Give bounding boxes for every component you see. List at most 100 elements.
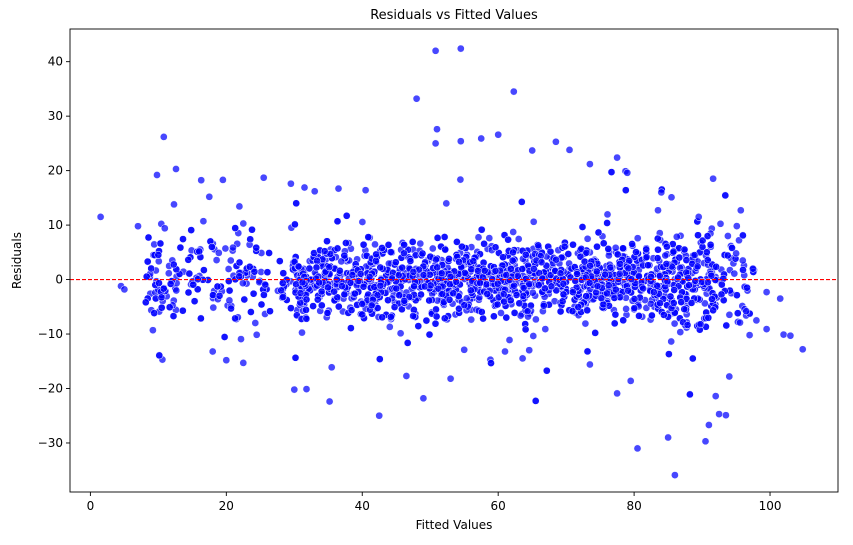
data-point <box>619 316 628 325</box>
data-point <box>287 179 295 188</box>
data-point <box>394 271 403 279</box>
data-point <box>239 359 248 367</box>
data-point <box>348 271 357 279</box>
data-point <box>521 250 530 259</box>
data-point <box>320 247 329 256</box>
data-point <box>604 281 613 290</box>
data-point <box>546 247 555 256</box>
data-point <box>619 244 627 253</box>
data-point <box>686 390 694 399</box>
data-point <box>469 257 478 265</box>
data-point <box>170 200 178 209</box>
data-point <box>509 248 517 257</box>
data-point <box>252 243 261 252</box>
data-point <box>249 289 258 298</box>
data-point <box>669 247 678 256</box>
data-point <box>156 239 165 248</box>
data-point <box>134 222 142 231</box>
data-point <box>680 305 689 314</box>
data-point <box>491 243 500 252</box>
data-point <box>571 277 580 285</box>
data-point <box>294 262 303 271</box>
data-point <box>446 374 455 383</box>
data-point <box>153 171 161 179</box>
data-point <box>581 319 590 328</box>
data-point <box>279 293 287 301</box>
data-point <box>246 235 255 244</box>
data-point <box>670 286 679 294</box>
data-point <box>359 282 368 291</box>
data-point <box>505 336 514 344</box>
data-point <box>287 304 295 312</box>
data-point <box>691 277 700 285</box>
data-point <box>518 265 527 273</box>
data-point <box>510 309 519 317</box>
y-tick-label: 30 <box>48 109 63 123</box>
data-point <box>742 307 751 316</box>
data-point <box>440 233 449 241</box>
data-point <box>456 44 465 53</box>
data-point <box>639 284 647 293</box>
data-point <box>302 295 311 304</box>
y-tick-label: −10 <box>38 327 63 341</box>
data-point <box>603 219 611 227</box>
data-point <box>509 228 518 236</box>
data-point <box>395 291 403 300</box>
data-point <box>611 243 620 252</box>
data-point <box>701 437 710 446</box>
data-point <box>703 232 712 240</box>
data-point <box>583 347 592 356</box>
data-point <box>414 322 423 330</box>
data-point <box>209 291 217 299</box>
data-point <box>265 249 273 257</box>
data-point <box>157 293 166 302</box>
data-point <box>490 312 498 321</box>
data-point <box>195 247 204 256</box>
data-point <box>483 290 492 298</box>
data-point <box>630 304 639 312</box>
data-point <box>338 282 346 290</box>
data-point <box>528 146 537 155</box>
data-point <box>342 239 350 247</box>
data-point <box>663 277 672 286</box>
data-point <box>576 252 585 261</box>
data-point <box>552 137 560 146</box>
data-point <box>706 240 715 249</box>
data-point <box>157 303 166 312</box>
data-point <box>354 277 363 285</box>
data-point <box>716 219 725 228</box>
data-point <box>732 222 741 230</box>
data-point <box>372 256 380 265</box>
data-point <box>703 256 712 264</box>
data-point <box>519 283 528 292</box>
data-point <box>592 267 601 276</box>
data-point <box>739 266 747 274</box>
data-point <box>694 231 702 240</box>
data-point <box>346 278 355 287</box>
data-point <box>610 294 619 302</box>
data-point <box>521 325 530 334</box>
data-point <box>387 313 395 321</box>
data-point <box>263 268 272 277</box>
data-point <box>453 238 461 246</box>
data-point <box>624 264 633 273</box>
data-point <box>419 271 428 279</box>
data-point <box>400 296 409 305</box>
data-point <box>648 311 656 320</box>
data-point <box>298 328 306 337</box>
data-point <box>205 192 214 201</box>
data-point <box>694 213 703 221</box>
data-point <box>261 280 269 289</box>
x-tick-label: 60 <box>491 499 506 513</box>
scatter-points <box>96 44 807 479</box>
data-point <box>559 279 568 288</box>
data-point <box>739 231 747 240</box>
data-point <box>733 291 741 300</box>
data-point <box>214 249 223 257</box>
data-point <box>664 433 672 442</box>
data-point <box>310 187 319 196</box>
data-point <box>428 244 437 253</box>
data-point <box>745 331 754 339</box>
data-point <box>671 471 679 479</box>
data-point <box>480 239 488 248</box>
